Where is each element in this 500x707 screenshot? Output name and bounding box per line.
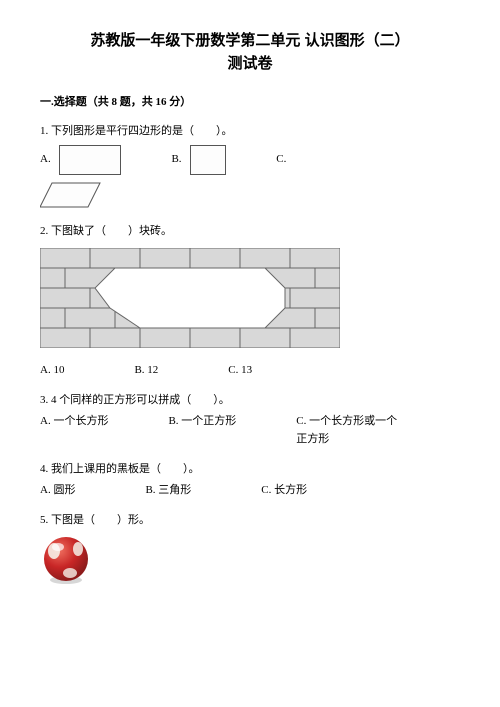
q4-a: A. 圆形 [40, 482, 75, 500]
q1-opt-a: A. [40, 145, 121, 175]
section-heading: 一.选择题（共 8 题，共 16 分） [40, 93, 460, 109]
q1-b-label: B. [171, 153, 181, 165]
question-1: 1. 下列图形是平行四边形的是（ ）。 A. B. C. [40, 123, 460, 211]
q2-b: B. 12 [134, 362, 158, 380]
q4-text: 4. 我们上课用的黑板是（ ）。 [40, 461, 460, 479]
q3-options: A. 一个长方形 B. 一个正方形 C. 一个长方形或一个正方形 [40, 413, 460, 448]
q1-text: 1. 下列图形是平行四边形的是（ ）。 [40, 123, 460, 141]
q3-b: B. 一个正方形 [168, 413, 236, 448]
q2-c: C. 13 [228, 362, 252, 380]
page: 苏教版一年级下册数学第二单元 认识图形（二） 测试卷 一.选择题（共 8 题，共… [0, 0, 500, 617]
q1-opt-b: B. [171, 145, 226, 175]
question-4: 4. 我们上课用的黑板是（ ）。 A. 圆形 B. 三角形 C. 长方形 [40, 461, 460, 500]
title-line2: 测试卷 [227, 55, 272, 72]
q3-a: A. 一个长方形 [40, 413, 108, 448]
q2-text: 2. 下图缺了（ ）块砖。 [40, 223, 460, 241]
brick-wall-figure [40, 248, 340, 348]
question-5: 5. 下图是（ ）形。 [40, 512, 460, 586]
q1-c-label: C. [276, 153, 286, 165]
ball-figure [40, 533, 92, 585]
q5-text: 5. 下图是（ ）形。 [40, 512, 460, 530]
q4-c: C. 长方形 [261, 482, 307, 500]
q3-c: C. 一个长方形或一个正方形 [296, 413, 406, 448]
page-title: 苏教版一年级下册数学第二单元 认识图形（二） 测试卷 [40, 30, 460, 75]
q1-options-row: A. B. C. [40, 145, 460, 175]
square-shape [190, 145, 226, 175]
q3-text: 3. 4 个同样的正方形可以拼成（ ）。 [40, 392, 460, 410]
rectangle-shape [59, 145, 121, 175]
question-3: 3. 4 个同样的正方形可以拼成（ ）。 A. 一个长方形 B. 一个正方形 C… [40, 392, 460, 449]
q1-opt-c: C. [276, 151, 292, 169]
q4-b: B. 三角形 [145, 482, 191, 500]
q4-options: A. 圆形 B. 三角形 C. 长方形 [40, 482, 460, 500]
parallelogram-shape [40, 181, 102, 211]
q2-options: A. 10 B. 12 C. 13 [40, 362, 460, 380]
q1-a-label: A. [40, 153, 51, 165]
q2-a: A. 10 [40, 362, 64, 380]
question-2: 2. 下图缺了（ ）块砖。 A. 10 B [40, 223, 460, 380]
title-line1: 苏教版一年级下册数学第二单元 认识图形（二） [90, 32, 409, 49]
